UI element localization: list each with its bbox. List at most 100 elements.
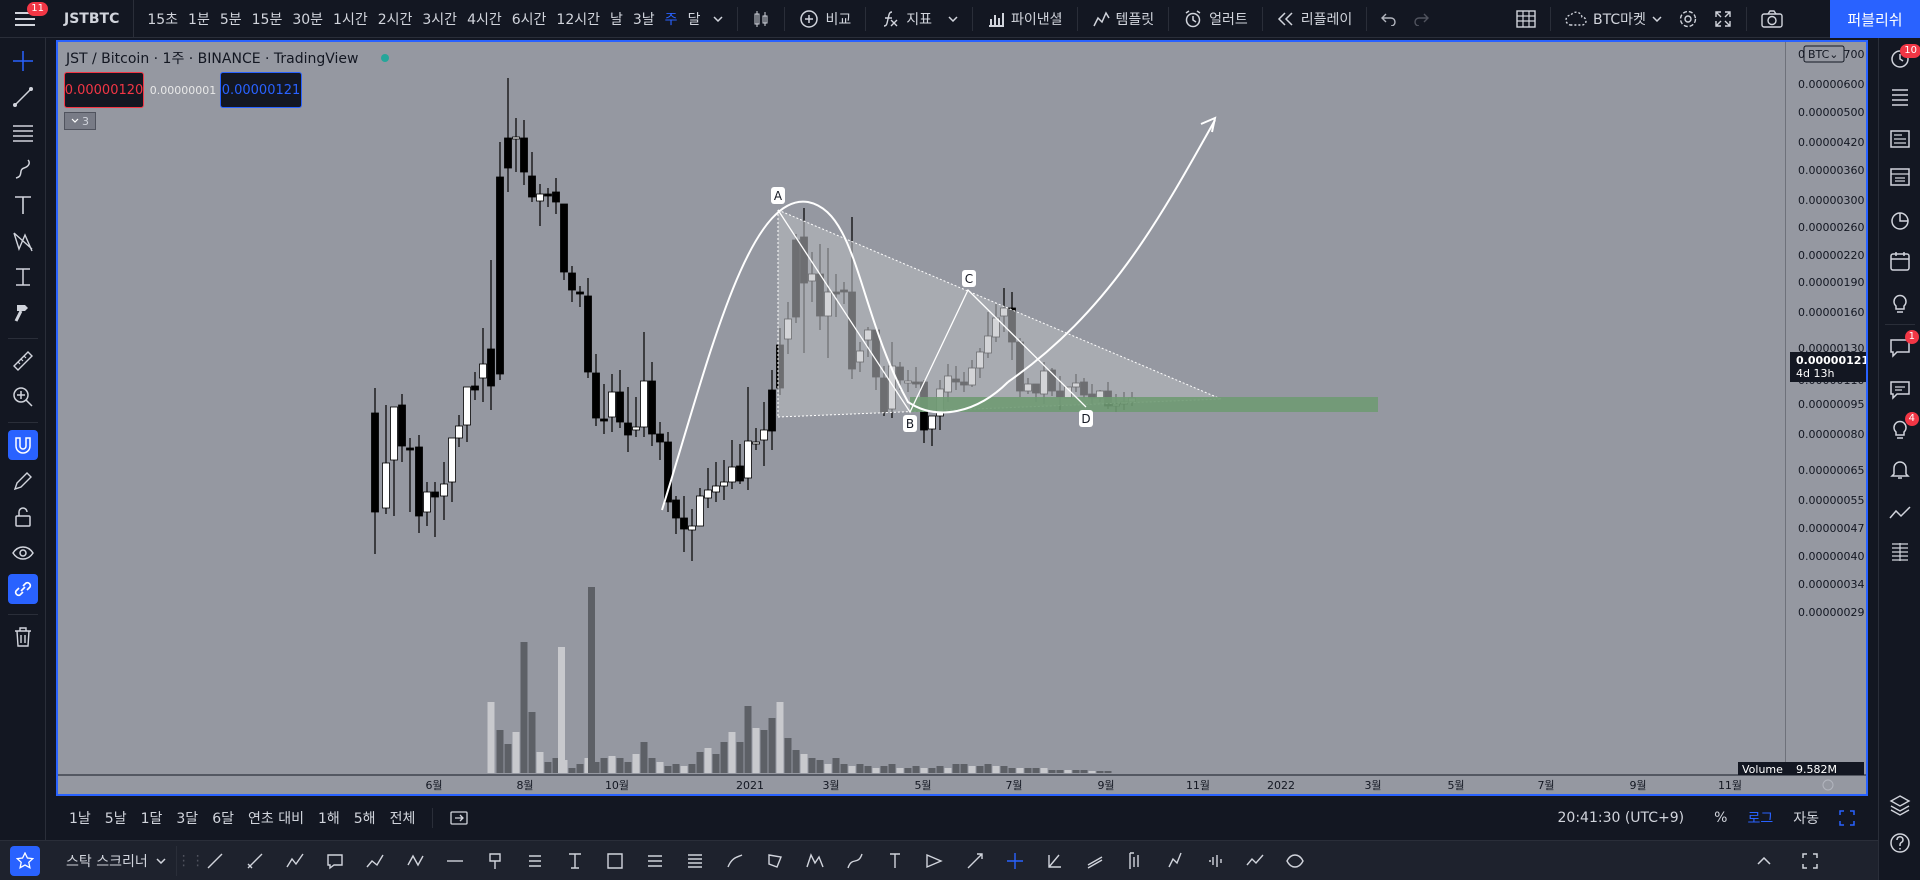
favorites-star-button[interactable] bbox=[10, 845, 40, 876]
crosshair-tool[interactable] bbox=[8, 46, 38, 76]
favorite-tool-24[interactable] bbox=[1155, 841, 1195, 880]
interval-13[interactable]: 주 bbox=[664, 11, 678, 28]
calendar-button[interactable] bbox=[1885, 246, 1915, 276]
trendline-tool[interactable] bbox=[8, 82, 38, 112]
interval-3[interactable]: 15분 bbox=[251, 11, 283, 28]
pattern-label-b[interactable]: B bbox=[906, 417, 914, 431]
brush-tool[interactable] bbox=[8, 154, 38, 184]
trading-panel-button[interactable] bbox=[1885, 498, 1915, 528]
interval-4[interactable]: 30분 bbox=[292, 11, 324, 28]
interval-11[interactable]: 날 bbox=[609, 11, 623, 28]
stock-screener-button[interactable]: 스탁 스크리너 bbox=[56, 845, 177, 876]
hammer-tool[interactable] bbox=[8, 298, 38, 328]
draw-mode-tool[interactable] bbox=[8, 466, 38, 496]
favorite-tool-2[interactable] bbox=[275, 841, 315, 880]
pattern-tool[interactable] bbox=[8, 226, 38, 256]
measure-tool[interactable] bbox=[8, 262, 38, 292]
range-3[interactable]: 3달 bbox=[176, 811, 199, 827]
pattern-label-a[interactable]: A bbox=[774, 189, 783, 203]
favorite-tool-13[interactable] bbox=[715, 841, 755, 880]
favorite-tool-8[interactable] bbox=[515, 841, 555, 880]
text-tool[interactable] bbox=[8, 190, 38, 220]
lock-tool[interactable] bbox=[8, 502, 38, 532]
auto-toggle[interactable]: 자동 bbox=[1793, 811, 1819, 827]
data-window-button[interactable] bbox=[1885, 162, 1915, 192]
replay-button[interactable]: 리플레이 bbox=[1269, 0, 1361, 38]
favorite-tool-3[interactable] bbox=[315, 841, 355, 880]
interval-9[interactable]: 6시간 bbox=[511, 11, 547, 28]
favorite-tool-15[interactable] bbox=[795, 841, 835, 880]
favorite-tool-20[interactable] bbox=[995, 841, 1035, 880]
favorite-tool-23[interactable] bbox=[1115, 841, 1155, 880]
details-button[interactable] bbox=[1885, 82, 1915, 112]
favorite-tool-22[interactable] bbox=[1075, 841, 1115, 880]
interval-5[interactable]: 1시간 bbox=[333, 11, 368, 28]
menu-button[interactable]: 11 bbox=[0, 0, 50, 38]
undo-button[interactable] bbox=[1373, 0, 1405, 38]
delete-tool[interactable] bbox=[8, 622, 38, 652]
favorite-tool-4[interactable] bbox=[355, 841, 395, 880]
buy-price-box[interactable]: 0.00000121 bbox=[220, 72, 302, 108]
favorite-tool-9[interactable] bbox=[555, 841, 595, 880]
projection-arrow-line[interactable] bbox=[1007, 119, 1216, 383]
interval-14[interactable]: 달 bbox=[687, 11, 701, 28]
range-0[interactable]: 1날 bbox=[69, 811, 91, 827]
ideas-stream-button[interactable] bbox=[1885, 288, 1915, 318]
compare-button[interactable]: 비교 bbox=[791, 0, 859, 38]
favorite-tool-17[interactable] bbox=[875, 841, 915, 880]
market-button[interactable]: BTC마켓 bbox=[1557, 0, 1670, 38]
favorite-tool-21[interactable] bbox=[1035, 841, 1075, 880]
publish-button[interactable]: 퍼블리쉬 bbox=[1830, 0, 1920, 38]
price-axis[interactable]: 0.000007000.000006000.000005000.00000420… bbox=[1738, 42, 1866, 794]
triangle-upper-line[interactable] bbox=[777, 209, 1222, 400]
favorite-tool-1[interactable] bbox=[235, 841, 275, 880]
range-4[interactable]: 6달 bbox=[212, 811, 234, 827]
fit-screen-button[interactable] bbox=[1832, 810, 1862, 826]
watchlist-button[interactable]: 10 bbox=[1885, 44, 1920, 74]
range-8[interactable]: 전체 bbox=[389, 811, 416, 827]
favorite-tool-6[interactable] bbox=[435, 841, 475, 880]
interval-6[interactable]: 2시간 bbox=[377, 11, 413, 28]
fullscreen-button[interactable] bbox=[1706, 0, 1740, 38]
dom-button[interactable] bbox=[1885, 536, 1915, 566]
layers-button[interactable] bbox=[1885, 790, 1915, 820]
financials-button[interactable]: 파이낸셜 bbox=[979, 0, 1071, 38]
symbol-search[interactable]: JSTBTC bbox=[50, 0, 135, 38]
news-button[interactable] bbox=[1885, 124, 1915, 154]
cup-curve[interactable] bbox=[661, 200, 1009, 511]
interval-dropdown[interactable] bbox=[705, 0, 731, 38]
layout-button[interactable] bbox=[1508, 0, 1544, 38]
favorite-tool-14[interactable] bbox=[755, 841, 795, 880]
drag-handle[interactable]: ⋮⋮ bbox=[176, 852, 205, 869]
range-5[interactable]: 연초 대비 bbox=[247, 811, 304, 827]
settings-button[interactable] bbox=[1670, 0, 1706, 38]
ideas-button[interactable]: 4 bbox=[1885, 412, 1919, 444]
redo-button[interactable] bbox=[1405, 0, 1437, 38]
range-1[interactable]: 5날 bbox=[104, 811, 127, 827]
favorite-tool-5[interactable] bbox=[395, 841, 435, 880]
favorite-tool-19[interactable] bbox=[955, 841, 995, 880]
range-6[interactable]: 1해 bbox=[317, 811, 340, 827]
support-zone[interactable] bbox=[910, 397, 1378, 412]
favorite-tool-0[interactable] bbox=[195, 841, 235, 880]
ruler-tool[interactable] bbox=[8, 346, 38, 376]
private-chats-button[interactable] bbox=[1885, 374, 1915, 404]
favorite-tool-27[interactable] bbox=[1275, 841, 1315, 880]
alerts-button[interactable]: 얼러트 bbox=[1175, 0, 1256, 38]
sell-price-box[interactable]: 0.00000120 bbox=[64, 72, 144, 108]
pattern-label-d[interactable]: D bbox=[1081, 412, 1090, 426]
log-toggle[interactable]: 로그 bbox=[1747, 811, 1774, 827]
favorite-tool-12[interactable] bbox=[675, 841, 715, 880]
chats-button[interactable]: 1 bbox=[1885, 330, 1919, 362]
favorite-tool-18[interactable] bbox=[915, 841, 955, 880]
help-button[interactable] bbox=[1885, 828, 1915, 858]
interval-0[interactable]: 15초 bbox=[147, 11, 179, 28]
favorite-tool-25[interactable] bbox=[1195, 841, 1235, 880]
favorite-tool-11[interactable] bbox=[635, 841, 675, 880]
time-axis[interactable]: 6월 8월 10월 2021 3월 5월 7월 9월 11월 2022 3월 5월 7월 9월 11월 bbox=[58, 774, 1866, 794]
collapse-indicators-button[interactable]: 3 bbox=[64, 112, 96, 130]
magnet-tool[interactable] bbox=[8, 430, 38, 460]
favorite-tool-26[interactable] bbox=[1235, 841, 1275, 880]
